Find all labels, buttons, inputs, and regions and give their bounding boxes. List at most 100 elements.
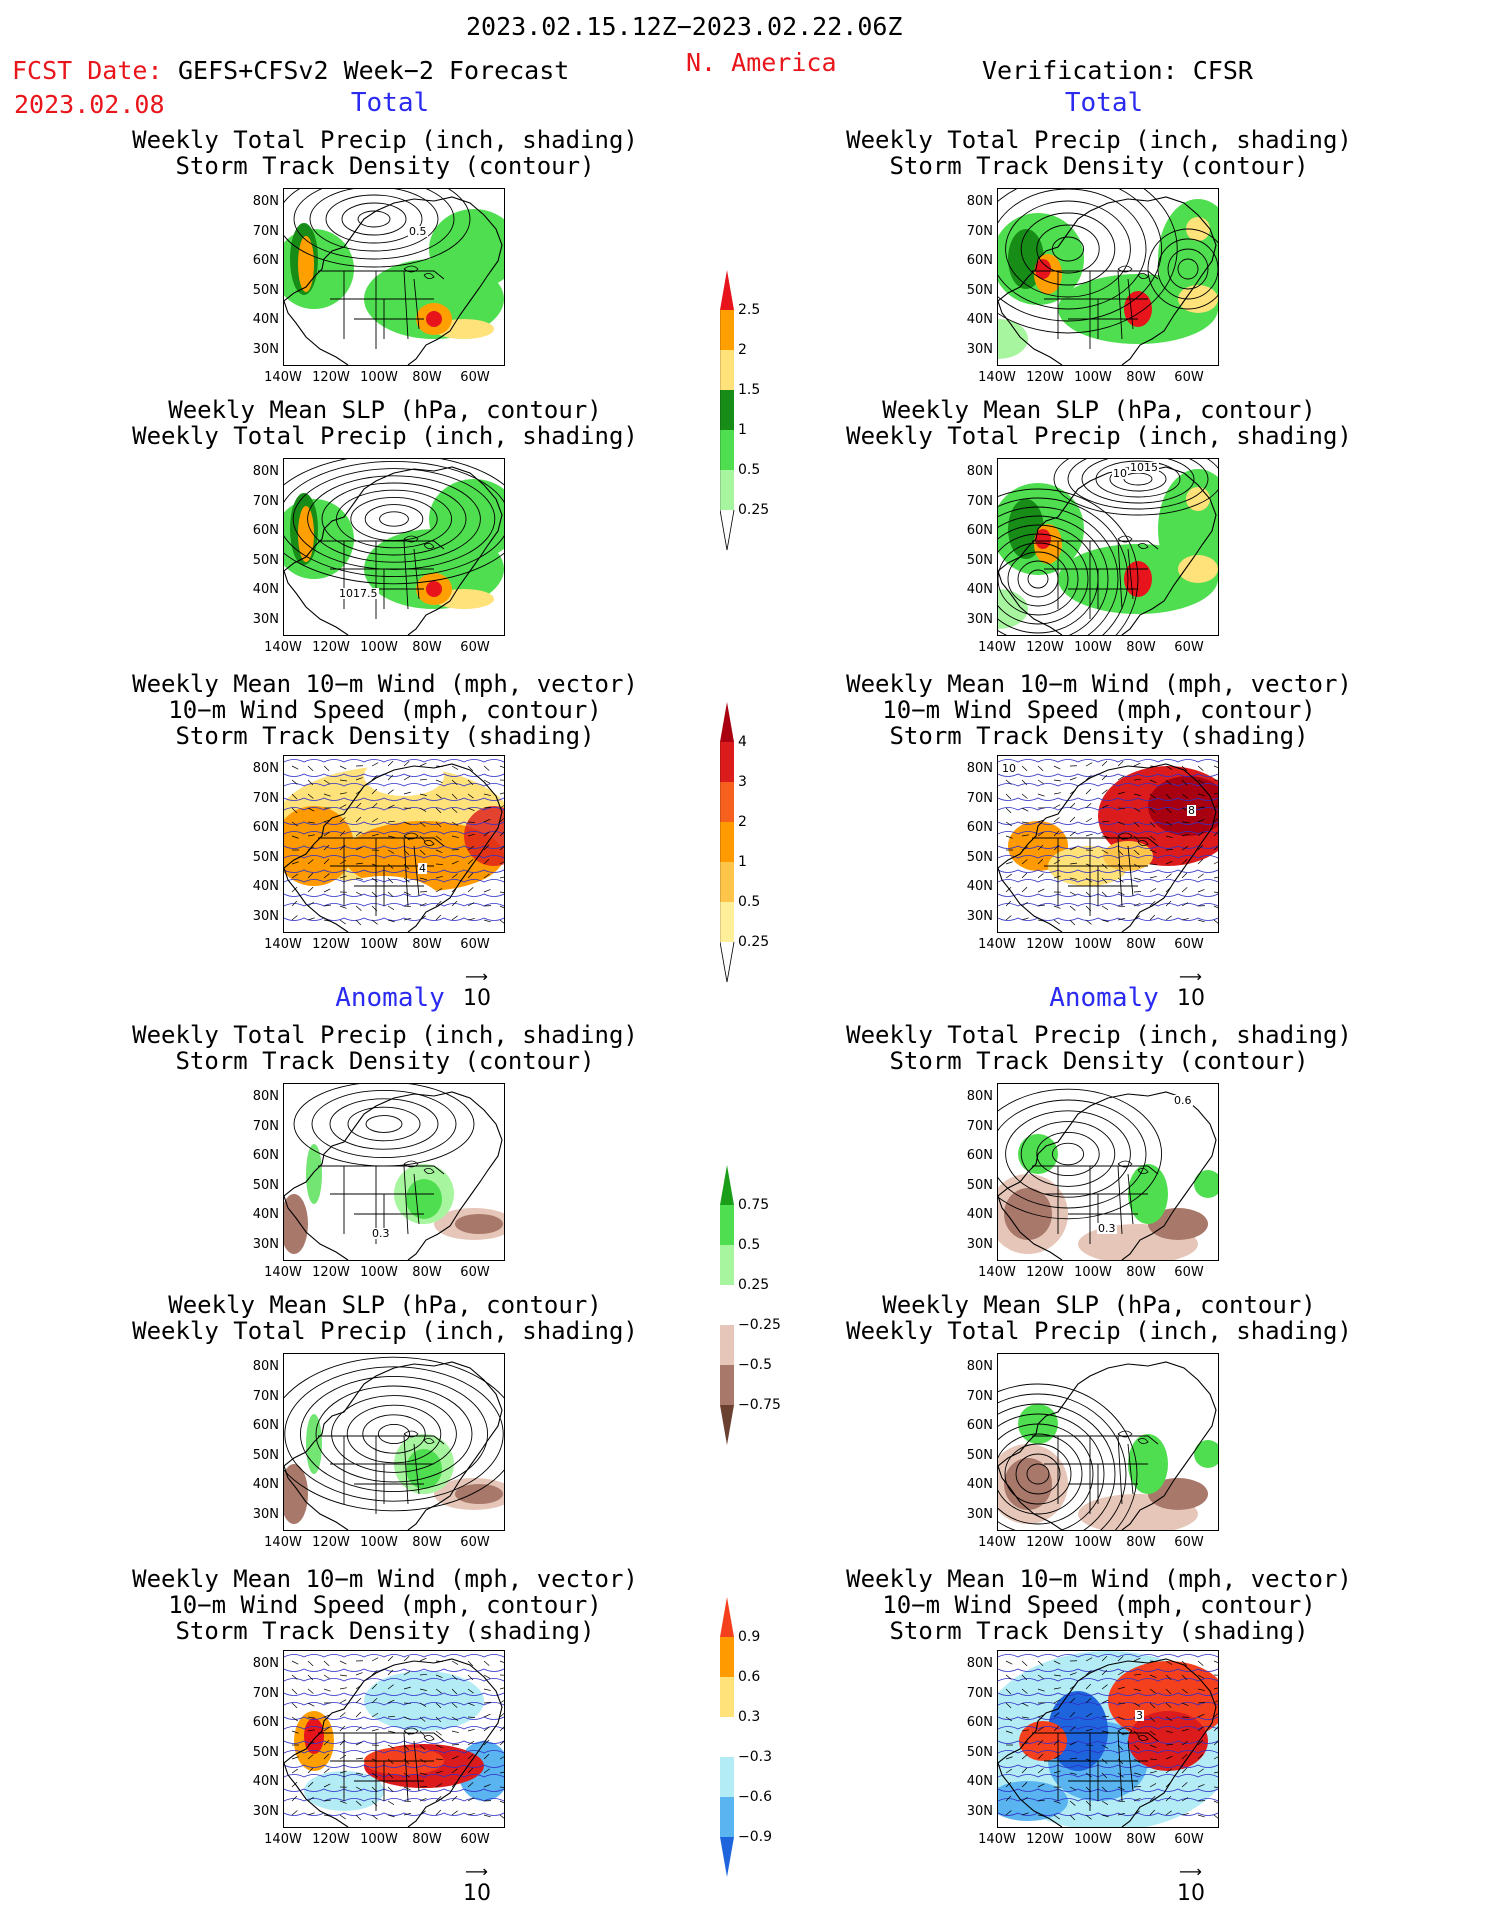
map-panel-total-0-forecast xyxy=(283,188,505,366)
map-svg-4-verification xyxy=(998,1361,1218,1530)
vector-reference-value: 10 xyxy=(1177,1881,1205,1906)
lat-label: 30N xyxy=(252,1506,279,1522)
map-panel-anom-4-forecast xyxy=(283,1353,505,1531)
lat-label: 80N xyxy=(966,1089,993,1104)
colorbar-label: −0.3 xyxy=(738,1749,772,1765)
panel-title-total-2-forecast-1: 10−m Wind Speed (mph, contour) xyxy=(168,696,602,724)
lat-label: 70N xyxy=(252,223,279,239)
lat-label: 40N xyxy=(252,879,279,894)
lon-label: 80W xyxy=(412,1832,442,1847)
lat-label: 50N xyxy=(966,849,993,865)
colorbar-label: −0.6 xyxy=(738,1789,772,1805)
lat-label: 70N xyxy=(966,223,993,239)
lat-label: 60N xyxy=(966,253,993,268)
lon-label: 120W xyxy=(1026,370,1064,385)
section-anomaly-right: Anomaly xyxy=(1049,983,1159,1013)
map-svg-1-forecast xyxy=(284,459,504,635)
lat-label: 60N xyxy=(966,1715,993,1730)
lon-label: 140W xyxy=(978,1265,1016,1280)
lat-label: 60N xyxy=(252,820,279,835)
lat-label: 80N xyxy=(252,761,279,776)
lat-label: 80N xyxy=(966,1359,993,1374)
lat-label: 50N xyxy=(252,1447,279,1463)
verification-label: Verification: CFSR xyxy=(982,56,1253,85)
colorbar-label: 0.5 xyxy=(738,462,761,478)
colorbar-label: 2.5 xyxy=(738,302,761,318)
panel-title-anom-4-verification-1: Weekly Total Precip (inch, shading) xyxy=(846,1317,1352,1345)
panel-title-total-2-forecast-0: Weekly Mean 10−m Wind (mph, vector) xyxy=(132,670,638,698)
lon-label: 60W xyxy=(460,640,490,655)
colorbar-label: 0.9 xyxy=(738,1629,761,1645)
colorbar-label: 2 xyxy=(738,814,747,830)
lon-label: 100W xyxy=(360,640,398,655)
map-svg-2-verification xyxy=(998,759,1218,932)
lon-label: 80W xyxy=(1126,640,1156,655)
lat-label: 30N xyxy=(966,1236,993,1252)
lon-label: 60W xyxy=(460,1535,490,1550)
lon-label: 80W xyxy=(1126,937,1156,952)
map-panel-total-1-verification xyxy=(997,458,1219,636)
lat-label: 70N xyxy=(252,1118,279,1134)
colorbar-label: 0.25 xyxy=(738,934,770,950)
lat-label: 80N xyxy=(966,761,993,776)
lat-label: 60N xyxy=(252,1418,279,1433)
colorbar-label: 0.25 xyxy=(738,502,770,518)
lon-label: 140W xyxy=(264,1265,302,1280)
vector-reference: ⟶ 10 xyxy=(463,967,491,1011)
lat-label: 30N xyxy=(252,1803,279,1819)
map-svg-5-verification xyxy=(998,1651,1218,1827)
lon-label: 60W xyxy=(1174,937,1204,952)
lon-label: 100W xyxy=(360,1265,398,1280)
lon-label: 60W xyxy=(1174,370,1204,385)
lon-label: 120W xyxy=(1026,1832,1064,1847)
lat-label: 50N xyxy=(252,552,279,568)
lon-label: 140W xyxy=(978,1535,1016,1550)
lat-label: 60N xyxy=(966,820,993,835)
map-svg-4-forecast xyxy=(284,1356,504,1530)
lat-label: 70N xyxy=(966,790,993,806)
contour-label: 8 xyxy=(1187,804,1196,817)
vector-reference-value: 10 xyxy=(1177,986,1205,1011)
map-svg-0-verification xyxy=(998,189,1218,365)
lat-label: 50N xyxy=(252,1744,279,1760)
lat-label: 70N xyxy=(966,493,993,509)
lon-label: 140W xyxy=(264,370,302,385)
lon-label: 100W xyxy=(1074,1832,1112,1847)
lon-label: 120W xyxy=(1026,640,1064,655)
lat-label: 40N xyxy=(252,1477,279,1492)
lon-label: 120W xyxy=(1026,1535,1064,1550)
map-svg-5-forecast xyxy=(284,1654,504,1827)
lat-label: 50N xyxy=(966,1177,993,1193)
lat-label: 80N xyxy=(252,1656,279,1671)
lat-label: 30N xyxy=(252,908,279,924)
map-svg-0-forecast xyxy=(284,189,504,365)
colorbar-label: −0.25 xyxy=(738,1317,781,1333)
contour-label: 10 xyxy=(1112,467,1128,480)
lon-label: 100W xyxy=(1074,1535,1112,1550)
lon-label: 60W xyxy=(1174,1535,1204,1550)
colorbar-svg xyxy=(719,702,735,983)
fcst-model: GEFS+CFSv2 Week−2 Forecast xyxy=(178,56,570,85)
map-panel-anom-3-verification xyxy=(997,1083,1219,1261)
lat-label: 70N xyxy=(966,1388,993,1404)
lon-label: 100W xyxy=(360,1832,398,1847)
lon-label: 60W xyxy=(460,1832,490,1847)
map-panel-anom-5-forecast xyxy=(283,1650,505,1828)
section-total-left: Total xyxy=(350,88,430,118)
colorbar xyxy=(720,1165,760,1465)
lat-label: 70N xyxy=(966,1685,993,1701)
contour-label: 4 xyxy=(418,862,427,875)
contour-label: 10 xyxy=(1001,762,1017,775)
lat-label: 30N xyxy=(966,1506,993,1522)
lon-label: 100W xyxy=(360,370,398,385)
lat-label: 80N xyxy=(966,194,993,209)
colorbar xyxy=(719,270,760,570)
panel-title-anom-3-forecast-1: Storm Track Density (contour) xyxy=(175,1047,595,1075)
lon-label: 80W xyxy=(412,370,442,385)
panel-title-total-2-verification-2: Storm Track Density (shading) xyxy=(889,722,1309,750)
map-panel-total-1-forecast xyxy=(283,458,505,636)
lon-label: 140W xyxy=(978,937,1016,952)
lon-label: 60W xyxy=(1174,1265,1204,1280)
lon-label: 140W xyxy=(978,640,1016,655)
panel-title-anom-5-verification-1: 10−m Wind Speed (mph, contour) xyxy=(882,1591,1316,1619)
